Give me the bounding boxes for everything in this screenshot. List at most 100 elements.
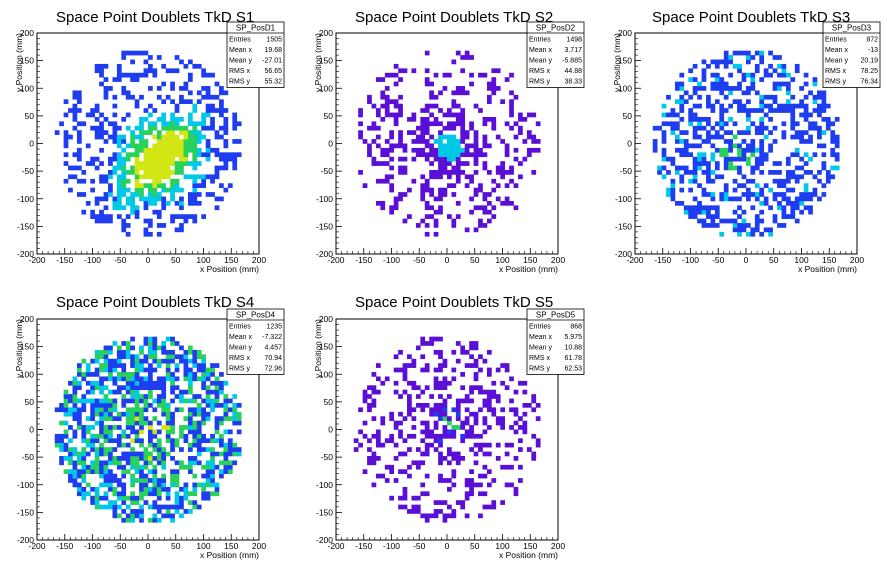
heatmap-cell [125,187,131,193]
heatmap-cell [205,376,211,382]
heatmap-cell [447,214,452,219]
heatmap-cell [81,469,87,474]
heatmap-cell [362,139,368,144]
heatmap-cell [424,385,430,391]
y-tick-label: -200 [615,249,632,259]
heatmap-cell [513,183,519,188]
heatmap-cell [232,411,238,417]
heatmap-cell [90,469,96,474]
heatmap-cell [187,429,193,435]
heatmap-cell [380,90,386,96]
heatmap-cells [54,50,242,237]
heatmap-cell [719,112,725,118]
heatmap-cell [134,156,140,162]
heatmap-cell [108,86,113,91]
heatmap-cell [535,402,541,408]
heatmap-cell [90,385,96,391]
heatmap-cell [134,178,140,184]
heatmap-cell [759,99,765,105]
heatmap-cell [768,205,773,211]
heatmap-cell [433,121,439,127]
heatmap-cell [728,196,733,202]
heatmap-cell [393,72,399,78]
stats-key: Entries [529,37,551,44]
heatmap-cell [714,223,720,228]
heatmap-cell [134,500,140,505]
heatmap-cell [156,363,162,368]
heatmap-cell [85,416,91,421]
heatmap-cell [134,398,140,404]
heatmap-cell [201,491,207,497]
heatmap-cell [371,482,377,488]
heatmap-cell [210,469,215,474]
heatmap-cell [99,402,104,408]
heatmap-cell [183,495,189,501]
heatmap-cell [728,86,733,91]
stats-value: 76.34 [860,79,878,86]
heatmap-cell [192,63,198,69]
heatmap-cell [433,438,439,444]
heatmap-cell [196,482,202,488]
heatmap-cell [236,402,242,408]
heatmap-cell [81,495,87,501]
heatmap-cell [68,456,73,461]
heatmap-cell [183,218,189,224]
heatmap-cell [112,134,118,140]
heatmap-cell [196,420,202,426]
heatmap-cell [148,367,153,373]
heatmap-cell [746,90,751,96]
heatmap-cell [223,152,229,158]
heatmap-cell [380,103,386,109]
heatmap-cell [139,438,144,444]
heatmap-cell [768,63,773,69]
heatmap-cell [794,165,800,171]
heatmap-cell [227,416,233,421]
heatmap-cell [460,161,466,166]
heatmap-cell [732,50,738,56]
heatmap-cell [81,460,87,466]
heatmap-cell [116,192,122,197]
heatmap-cell [469,433,474,439]
heatmap-cell [130,170,135,175]
heatmap-cell [504,442,510,448]
heatmap-cell [799,174,805,180]
heatmap-cell [759,200,765,206]
x-tick-label: 50 [769,255,779,265]
heatmap-cell [223,116,229,122]
heatmap-cell [469,469,474,474]
heatmap-cell [134,205,140,211]
heatmap-cell [219,402,224,408]
heatmap-cell [134,214,140,219]
heatmap-cell [362,398,368,404]
heatmap-cell [165,425,171,430]
heatmap-cell [148,63,153,69]
heatmap-cell [99,363,104,368]
heatmap-cell [223,108,229,113]
heatmap-cell [500,363,506,368]
heatmap-cell [438,380,443,386]
heatmap-cell [227,464,233,470]
heatmap-cell [759,103,765,109]
heatmap-cell [701,205,707,211]
heatmap-cell [156,139,162,144]
heatmap-cell [232,125,238,131]
heatmap-cell [697,103,702,109]
heatmap-cell [112,130,118,135]
heatmap-cell [156,491,162,497]
heatmap-cell [130,456,135,461]
heatmap-cell [85,200,91,206]
heatmap-cell [210,380,215,386]
heatmap-cell [799,99,805,105]
heatmap-cell [214,425,220,430]
heatmap-cell [732,178,738,184]
heatmap-cell [76,192,82,197]
heatmap-cell [438,209,443,215]
heatmap-cell [130,152,135,158]
heatmap-cell [728,116,733,122]
heatmap-cell [205,482,211,488]
heatmap-cell [108,376,113,382]
heatmap-cell [72,398,78,404]
heatmap-cell [429,513,434,519]
heatmap-cell [442,187,448,193]
heatmap-cell [424,143,430,149]
